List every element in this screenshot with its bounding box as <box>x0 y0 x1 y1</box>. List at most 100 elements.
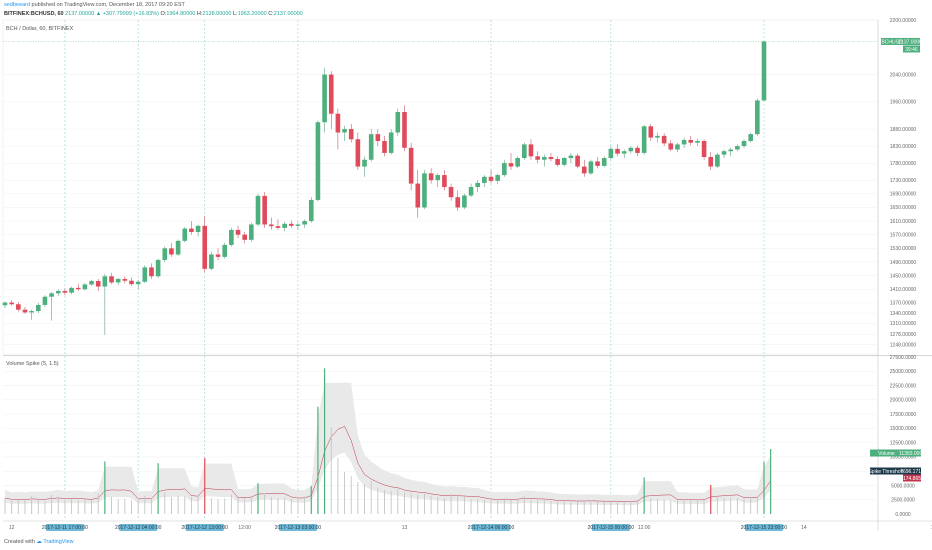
candle-body <box>375 134 381 141</box>
candle-body <box>262 195 267 225</box>
candle-body <box>528 144 534 157</box>
candle-body <box>561 158 567 165</box>
candle-body <box>608 148 614 159</box>
price-change: ▲ +307.79999 (+16.83%) <box>95 11 159 17</box>
candle-body <box>728 149 734 152</box>
candle-body <box>229 229 234 245</box>
candle-body <box>42 296 48 305</box>
candle-body <box>195 225 201 232</box>
price-tick-label: 1310.00000 <box>890 321 917 327</box>
candle-body <box>222 244 228 257</box>
volume-tag-label: Spike Threshold <box>868 469 904 475</box>
volume-tick-label: 25000.0000 <box>890 369 917 375</box>
candle-body <box>595 161 600 166</box>
volume-average-line <box>4 426 771 502</box>
candle-body <box>269 224 274 227</box>
candle-body <box>588 161 594 174</box>
candle-body <box>49 293 54 297</box>
candle-body <box>135 281 141 285</box>
time-marker-box <box>185 524 224 531</box>
price-tick-label: 1610.00000 <box>890 219 917 225</box>
candle-body <box>2 302 8 306</box>
time-marker-box <box>45 524 84 531</box>
candle-body <box>348 129 354 140</box>
high-value: 2138.00000 <box>202 11 232 17</box>
tradingview-logo-icon: ☁ <box>36 539 42 545</box>
candle-body <box>761 41 767 101</box>
close-key: C: <box>268 11 274 17</box>
publish-info: sedbeeard published on TradingView.com, … <box>4 2 185 8</box>
candle-body <box>162 248 168 260</box>
candle-body <box>548 157 554 160</box>
candle-body <box>502 163 507 176</box>
volume-tick-label: 5000.0000 <box>891 483 915 489</box>
candle-body <box>189 228 194 232</box>
candle-body <box>655 135 660 138</box>
time-marker-box <box>278 524 317 531</box>
time-tick-label: 13 <box>402 525 408 531</box>
time-tick-label: 14 <box>801 525 807 531</box>
price-tick-label: 1880.00000 <box>890 127 917 133</box>
volume-tag-value: 7696.1713 <box>900 469 924 475</box>
candle-body <box>169 248 174 255</box>
time-tick-label: 12:00 <box>931 525 932 531</box>
volume-tick-label: 17500.0000 <box>890 412 917 418</box>
candle-body <box>462 195 467 208</box>
price-tick-label: 1690.00000 <box>890 192 917 198</box>
candle-body <box>149 267 154 277</box>
time-marker-box <box>472 524 511 531</box>
candle-body <box>675 144 680 150</box>
candle-body <box>695 140 700 143</box>
candle-body <box>335 113 341 133</box>
candle-body <box>628 147 634 152</box>
candle-body <box>155 259 161 277</box>
time-tick-label: 12:00 <box>238 525 251 531</box>
candle-body <box>442 175 447 187</box>
high-key: H: <box>196 11 203 17</box>
candle-body <box>448 187 454 198</box>
price-tick-label: 1530.00000 <box>890 246 917 252</box>
candle-body <box>22 309 28 313</box>
candle-body <box>402 112 407 148</box>
candle-body <box>175 240 181 255</box>
candle-body <box>621 151 627 154</box>
open-value: 1964.80000 <box>166 11 196 17</box>
candle-body <box>355 139 361 167</box>
tradingview-link[interactable]: TradingView <box>43 539 74 545</box>
candle-body <box>661 135 667 144</box>
candle-body <box>282 223 287 228</box>
candle-body <box>129 280 134 285</box>
candle-body <box>581 166 587 174</box>
candle-body <box>715 154 720 167</box>
candle-body <box>748 134 753 141</box>
volume-tag-value-box <box>903 449 921 457</box>
candle-body <box>342 129 347 133</box>
candle-body <box>202 225 208 269</box>
candle-body <box>328 74 334 114</box>
candle-body <box>495 175 500 181</box>
price-tick-label: 1730.00000 <box>890 178 917 184</box>
candle-body <box>109 276 114 283</box>
candle-body <box>29 311 34 313</box>
created-with-text: Created with <box>4 539 35 545</box>
price-tick-label: 1570.00000 <box>890 233 917 239</box>
candle-body <box>275 226 281 228</box>
time-marker-label: 2017-12-15 23:00:00 <box>741 525 788 531</box>
candle-body <box>755 100 760 135</box>
candle-body <box>388 132 394 153</box>
candle-body <box>741 140 747 147</box>
candle-body <box>302 221 307 225</box>
candle-body <box>541 157 547 160</box>
candle-body <box>102 276 108 287</box>
candle-body <box>69 287 74 293</box>
candle-body <box>89 281 94 285</box>
low-value: 1963.20000 <box>237 11 267 17</box>
candle-body <box>209 254 214 269</box>
price-tick-label: 2200.00000 <box>890 18 917 24</box>
volume-tick-label: 15000.0000 <box>890 426 917 432</box>
candle-body <box>482 176 487 183</box>
candle-body <box>82 284 88 290</box>
author-link[interactable]: sedbeeard <box>4 2 30 8</box>
candle-body <box>95 281 101 287</box>
